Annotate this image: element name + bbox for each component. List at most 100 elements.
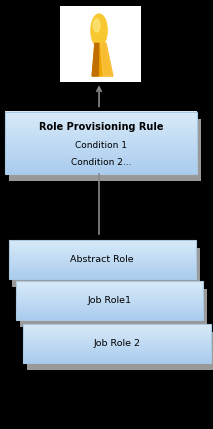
Bar	[23, 348, 211, 349]
Bar	[23, 333, 211, 334]
Bar	[9, 242, 196, 243]
Bar	[9, 265, 196, 266]
Bar	[9, 259, 196, 260]
Bar	[23, 336, 211, 337]
Bar	[5, 127, 197, 128]
Bar	[5, 172, 197, 173]
Bar	[5, 124, 197, 125]
Bar	[5, 154, 197, 155]
Bar	[23, 356, 211, 357]
Bar	[5, 123, 197, 124]
Bar	[9, 261, 196, 262]
Bar	[16, 316, 203, 317]
Bar	[23, 343, 211, 344]
Bar	[23, 338, 211, 339]
Bar	[9, 251, 196, 252]
Bar	[23, 341, 211, 342]
Bar	[23, 356, 211, 357]
Bar	[23, 362, 211, 363]
Bar	[23, 341, 211, 342]
Circle shape	[93, 19, 100, 32]
Bar	[5, 145, 197, 147]
Bar	[9, 271, 196, 272]
Bar	[16, 306, 203, 307]
Bar	[23, 328, 211, 329]
Bar	[16, 288, 203, 289]
Bar	[9, 256, 196, 257]
Bar	[5, 171, 197, 172]
Bar	[5, 139, 197, 140]
Bar	[23, 360, 211, 361]
Bar	[23, 361, 211, 362]
Bar	[16, 313, 203, 314]
Bar	[27, 332, 213, 370]
Bar	[5, 153, 197, 154]
Bar	[5, 160, 197, 161]
Bar	[9, 275, 196, 276]
Bar	[16, 286, 203, 287]
Bar	[16, 295, 203, 296]
Bar	[5, 112, 197, 174]
Bar	[9, 270, 196, 271]
Bar	[5, 134, 197, 135]
Bar	[23, 349, 211, 350]
Bar	[16, 282, 203, 283]
Bar	[20, 289, 207, 327]
Bar	[16, 299, 203, 300]
Bar	[23, 329, 211, 330]
Bar	[23, 351, 211, 352]
Bar	[23, 339, 211, 340]
Bar	[9, 269, 196, 270]
Bar	[23, 344, 211, 345]
Bar	[16, 311, 203, 312]
Bar	[23, 359, 211, 360]
Bar	[23, 354, 211, 355]
Bar	[16, 303, 203, 304]
Polygon shape	[92, 43, 99, 76]
Bar	[16, 292, 203, 293]
Bar	[23, 334, 211, 335]
Bar	[5, 158, 197, 159]
Bar	[23, 357, 211, 358]
Bar	[5, 145, 197, 146]
Bar	[5, 119, 197, 120]
Bar	[9, 272, 196, 273]
Bar	[16, 315, 203, 316]
Bar	[9, 257, 196, 258]
Bar	[5, 132, 197, 133]
Bar	[9, 244, 196, 245]
Bar	[5, 156, 197, 157]
Bar	[9, 262, 196, 263]
Bar	[16, 314, 203, 315]
Bar	[23, 324, 211, 325]
Bar	[5, 137, 197, 138]
Bar	[9, 119, 201, 181]
Bar	[16, 295, 203, 296]
Bar	[16, 297, 203, 298]
Bar	[5, 173, 197, 174]
Bar	[16, 319, 203, 320]
Bar	[16, 291, 203, 292]
Bar	[5, 148, 197, 149]
Bar	[5, 149, 197, 151]
Bar	[16, 312, 203, 313]
Bar	[9, 269, 196, 270]
Bar	[5, 125, 197, 126]
Bar	[5, 159, 197, 160]
Bar	[23, 327, 211, 328]
Polygon shape	[100, 43, 113, 76]
Text: Condition 1: Condition 1	[75, 141, 127, 150]
Bar	[5, 128, 197, 130]
Bar	[9, 263, 196, 264]
Bar	[23, 326, 211, 327]
Bar	[9, 250, 196, 251]
Bar	[9, 277, 196, 278]
Bar	[9, 249, 196, 250]
Bar	[9, 247, 196, 248]
Bar	[23, 334, 211, 335]
Bar	[9, 276, 196, 277]
Bar	[16, 283, 203, 284]
Bar	[9, 243, 196, 244]
Bar	[23, 332, 211, 333]
Bar	[5, 122, 197, 123]
